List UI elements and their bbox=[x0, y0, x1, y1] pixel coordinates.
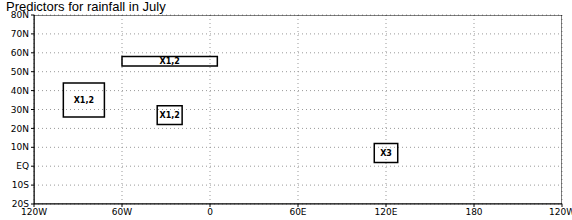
svg-text:40N: 40N bbox=[11, 86, 29, 96]
svg-text:0: 0 bbox=[207, 207, 213, 217]
svg-text:X1,2: X1,2 bbox=[159, 57, 179, 66]
svg-text:30N: 30N bbox=[11, 105, 29, 115]
svg-text:60N: 60N bbox=[11, 48, 29, 58]
svg-text:X3: X3 bbox=[380, 149, 392, 158]
svg-text:180: 180 bbox=[465, 207, 482, 217]
svg-text:50N: 50N bbox=[11, 67, 29, 77]
svg-text:X1,2: X1,2 bbox=[74, 96, 94, 105]
svg-text:10S: 10S bbox=[12, 180, 29, 190]
svg-text:10N: 10N bbox=[11, 142, 29, 152]
svg-text:60E: 60E bbox=[289, 207, 306, 217]
svg-text:120E: 120E bbox=[375, 207, 398, 217]
svg-text:EQ: EQ bbox=[16, 161, 29, 171]
svg-text:70N: 70N bbox=[11, 29, 29, 39]
svg-text:80N: 80N bbox=[11, 10, 29, 20]
svg-text:X1,2: X1,2 bbox=[159, 111, 179, 120]
svg-text:20S: 20S bbox=[12, 199, 29, 209]
svg-text:120W: 120W bbox=[549, 207, 564, 217]
svg-text:20N: 20N bbox=[11, 124, 29, 134]
svg-text:60W: 60W bbox=[112, 207, 132, 217]
